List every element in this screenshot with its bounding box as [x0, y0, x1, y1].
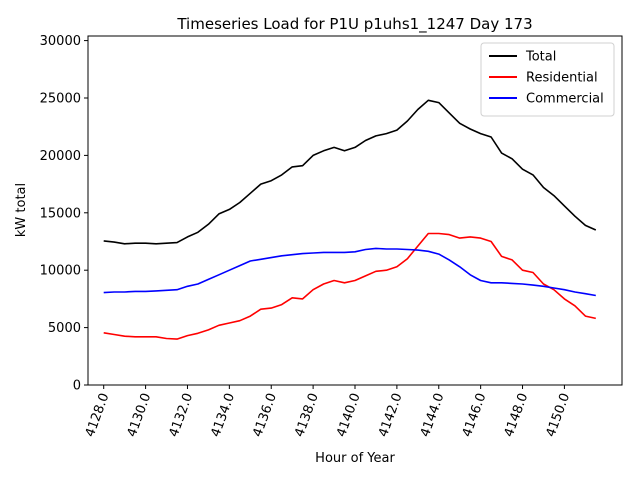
- y-tick-label: 0: [73, 379, 81, 394]
- x-axis-label: Hour of Year: [315, 451, 395, 466]
- y-tick-label: 5000: [48, 321, 81, 336]
- legend-label-total: Total: [525, 50, 556, 65]
- series-line-residential: [103, 232, 596, 340]
- y-tick-label: 20000: [40, 149, 81, 164]
- y-axis: 0 5000 10000 15000 20000 25000 30000: [40, 34, 88, 394]
- legend-label-commercial: Commercial: [526, 92, 604, 107]
- legend-label-residential: Residential: [526, 71, 598, 86]
- y-tick-label: 15000: [40, 206, 81, 221]
- y-tick-label: 30000: [40, 34, 81, 49]
- series-line-commercial: [103, 247, 596, 297]
- legend: Total Residential Commercial: [480, 42, 615, 117]
- y-tick-label: 10000: [40, 264, 81, 279]
- y-tick-label: 25000: [40, 91, 81, 106]
- series-line-total: [103, 99, 597, 245]
- chart-title: Timeseries Load for P1U p1uhs1_1247 Day …: [176, 15, 532, 34]
- series-lines: [103, 99, 597, 340]
- y-axis-label: kW total: [14, 183, 29, 237]
